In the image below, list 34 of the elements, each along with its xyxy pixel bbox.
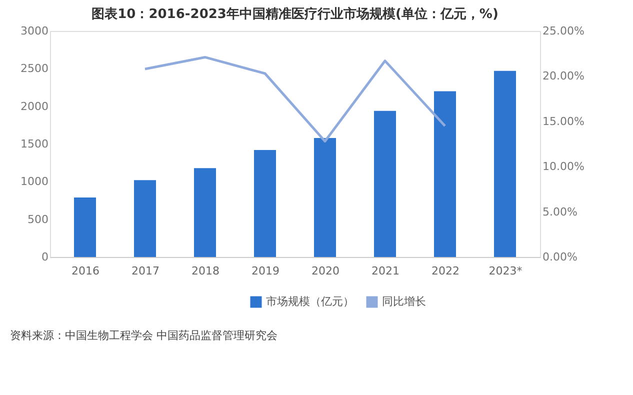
x-tick-label: 2022 — [432, 264, 460, 278]
y-tick-label: 3000 — [20, 24, 48, 38]
y2-tick-label: 10.00% — [542, 160, 584, 174]
x-tick-label: 2019 — [252, 264, 280, 278]
bar — [494, 70, 516, 257]
line-series — [144, 56, 446, 143]
y-tick-label: 2500 — [20, 62, 48, 76]
y2-tick-label: 0.00% — [542, 250, 578, 264]
chart-title: 图表10：2016-2023年中国精准医疗行业市场规模(单位：亿元，%) — [92, 6, 498, 22]
bar — [374, 110, 396, 257]
y-tick-label: 500 — [28, 212, 48, 226]
x-tick-label: 2020 — [312, 264, 340, 278]
legend-label: 市场规模（亿元） — [266, 295, 354, 308]
bar — [134, 180, 156, 257]
y2-tick-label: 20.00% — [542, 70, 584, 83]
y2-tick-label: 15.00% — [542, 114, 584, 128]
x-tick-label: 2017 — [132, 264, 160, 278]
y2-tick-label: 5.00% — [542, 205, 578, 218]
y-tick-label: 1000 — [20, 175, 48, 188]
bar — [254, 150, 276, 257]
y-tick-label: 1500 — [20, 138, 48, 150]
bar — [194, 168, 216, 257]
y-tick-label: 0 — [42, 250, 48, 264]
y-tick-label: 2000 — [20, 100, 48, 113]
bar — [314, 138, 336, 257]
bar — [434, 91, 456, 257]
legend-label: 同比增长 — [382, 295, 426, 308]
x-tick-label: 2016 — [72, 264, 100, 278]
x-tick-label: 2021 — [372, 264, 400, 278]
bar — [74, 197, 96, 257]
text: 资料来源：中国生物工程学会 中国药品监督管理研究会 — [10, 329, 278, 342]
x-tick-label: 2018 — [192, 264, 220, 278]
x-tick-label: 2023* — [488, 264, 523, 278]
y2-tick-label: 25.00% — [542, 24, 584, 38]
